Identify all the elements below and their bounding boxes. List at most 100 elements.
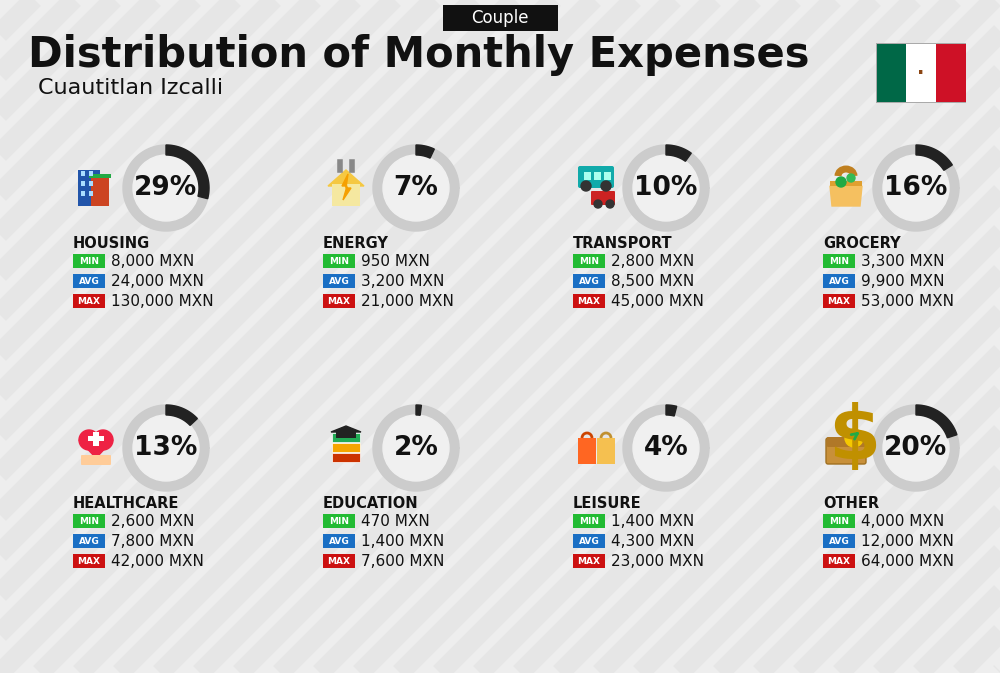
Polygon shape — [373, 145, 459, 231]
FancyBboxPatch shape — [578, 166, 614, 188]
Polygon shape — [830, 186, 862, 206]
Polygon shape — [166, 405, 197, 425]
FancyBboxPatch shape — [877, 44, 906, 102]
Text: EDUCATION: EDUCATION — [323, 495, 419, 511]
Polygon shape — [416, 145, 434, 158]
Text: 130,000 MXN: 130,000 MXN — [111, 293, 214, 308]
FancyBboxPatch shape — [323, 274, 355, 288]
FancyBboxPatch shape — [584, 172, 591, 180]
Text: MIN: MIN — [329, 516, 349, 526]
Circle shape — [883, 155, 949, 221]
Text: 4,300 MXN: 4,300 MXN — [611, 534, 694, 548]
FancyBboxPatch shape — [73, 514, 105, 528]
FancyBboxPatch shape — [332, 433, 360, 442]
FancyBboxPatch shape — [906, 44, 936, 102]
Text: 8,000 MXN: 8,000 MXN — [111, 254, 194, 269]
Polygon shape — [328, 170, 364, 186]
Text: 7%: 7% — [394, 175, 438, 201]
FancyBboxPatch shape — [591, 191, 615, 205]
FancyBboxPatch shape — [81, 181, 85, 186]
Polygon shape — [916, 405, 957, 438]
FancyBboxPatch shape — [823, 274, 855, 288]
FancyBboxPatch shape — [323, 554, 355, 568]
FancyBboxPatch shape — [323, 254, 355, 268]
Text: OTHER: OTHER — [823, 495, 879, 511]
Circle shape — [581, 181, 591, 191]
FancyBboxPatch shape — [89, 191, 93, 196]
Text: 4%: 4% — [644, 435, 688, 461]
FancyBboxPatch shape — [826, 438, 866, 464]
Text: TRANSPORT: TRANSPORT — [573, 236, 673, 250]
Polygon shape — [123, 405, 209, 491]
Text: 64,000 MXN: 64,000 MXN — [861, 553, 954, 569]
Circle shape — [606, 200, 614, 208]
Polygon shape — [873, 145, 959, 231]
Circle shape — [633, 155, 699, 221]
Text: 20%: 20% — [884, 435, 948, 461]
FancyBboxPatch shape — [323, 514, 355, 528]
FancyBboxPatch shape — [88, 436, 104, 441]
Polygon shape — [166, 145, 209, 199]
Text: MIN: MIN — [579, 256, 599, 266]
Circle shape — [594, 200, 602, 208]
Circle shape — [383, 415, 449, 481]
Text: MAX: MAX — [78, 297, 100, 306]
Text: Distribution of Monthly Expenses: Distribution of Monthly Expenses — [28, 34, 810, 76]
Text: 7,800 MXN: 7,800 MXN — [111, 534, 194, 548]
Text: 950 MXN: 950 MXN — [361, 254, 430, 269]
Text: MAX: MAX — [828, 297, 850, 306]
Text: 4,000 MXN: 4,000 MXN — [861, 513, 944, 528]
FancyBboxPatch shape — [81, 455, 111, 465]
Polygon shape — [873, 405, 959, 491]
Text: AVG: AVG — [579, 277, 599, 285]
Text: MAX: MAX — [578, 297, 600, 306]
Circle shape — [133, 415, 199, 481]
Text: AVG: AVG — [329, 277, 349, 285]
Text: 23,000 MXN: 23,000 MXN — [611, 553, 704, 569]
Polygon shape — [331, 426, 361, 432]
Text: 1,400 MXN: 1,400 MXN — [611, 513, 694, 528]
Text: MAX: MAX — [828, 557, 850, 565]
FancyBboxPatch shape — [830, 181, 862, 186]
Text: 21,000 MXN: 21,000 MXN — [361, 293, 454, 308]
Polygon shape — [666, 405, 677, 416]
FancyBboxPatch shape — [93, 432, 99, 446]
Text: Cuautitlan Izcalli: Cuautitlan Izcalli — [38, 78, 223, 98]
FancyBboxPatch shape — [936, 44, 966, 102]
Polygon shape — [416, 405, 421, 415]
Circle shape — [633, 415, 699, 481]
FancyBboxPatch shape — [332, 443, 360, 452]
Circle shape — [836, 177, 846, 187]
FancyBboxPatch shape — [336, 432, 356, 438]
Text: MIN: MIN — [79, 256, 99, 266]
Text: AVG: AVG — [829, 536, 849, 546]
Circle shape — [601, 181, 611, 191]
Text: ·: · — [917, 63, 925, 83]
FancyBboxPatch shape — [91, 178, 109, 206]
Circle shape — [845, 429, 863, 447]
FancyBboxPatch shape — [73, 554, 105, 568]
Circle shape — [847, 174, 855, 182]
Text: MIN: MIN — [79, 516, 99, 526]
FancyBboxPatch shape — [573, 254, 605, 268]
Text: 7,600 MXN: 7,600 MXN — [361, 553, 444, 569]
Polygon shape — [373, 405, 459, 491]
FancyBboxPatch shape — [823, 534, 855, 548]
Text: GROCERY: GROCERY — [823, 236, 901, 250]
Text: 29%: 29% — [134, 175, 198, 201]
FancyBboxPatch shape — [323, 534, 355, 548]
FancyBboxPatch shape — [73, 534, 105, 548]
Text: 8,500 MXN: 8,500 MXN — [611, 273, 694, 289]
FancyBboxPatch shape — [81, 171, 85, 176]
Text: 3,200 MXN: 3,200 MXN — [361, 273, 444, 289]
FancyBboxPatch shape — [73, 294, 105, 308]
Circle shape — [93, 430, 113, 450]
Text: 53,000 MXN: 53,000 MXN — [861, 293, 954, 308]
FancyBboxPatch shape — [573, 274, 605, 288]
Circle shape — [383, 155, 449, 221]
Text: MIN: MIN — [829, 256, 849, 266]
FancyBboxPatch shape — [594, 172, 601, 180]
FancyBboxPatch shape — [78, 170, 100, 206]
FancyBboxPatch shape — [573, 534, 605, 548]
FancyBboxPatch shape — [332, 453, 360, 462]
